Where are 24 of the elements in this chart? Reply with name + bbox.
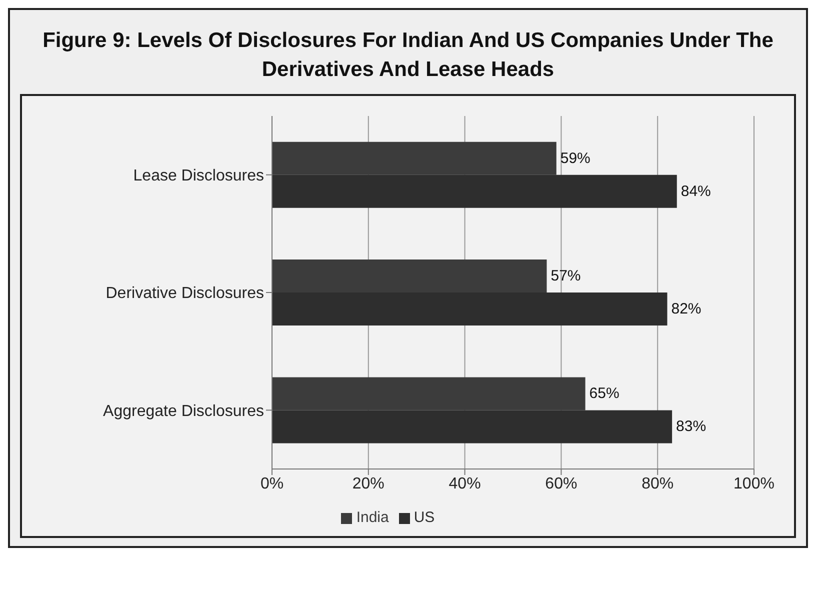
chart-title: Figure 9: Levels Of Disclosures For Indian And US Companies Under The Derivatives And Lease Heads [42, 28, 774, 83]
y-tick-label: Lease Disclosures [133, 168, 264, 185]
x-tick-label: 0% [260, 475, 284, 492]
x-tick-label: 80% [642, 475, 674, 492]
bar [272, 142, 556, 175]
data-label: 83% [676, 418, 706, 436]
data-label: 82% [671, 300, 702, 318]
x-tick-label: 100% [734, 475, 774, 492]
x-tick-label: 40% [448, 475, 481, 492]
y-tick-label: Derivative Disclosures [106, 285, 264, 302]
data-label: 84% [680, 182, 711, 200]
bar [272, 292, 668, 326]
bar [272, 260, 547, 293]
bar [272, 174, 677, 208]
bar [272, 377, 586, 410]
x-tick-label: 60% [545, 475, 578, 492]
data-label: 65% [589, 385, 620, 402]
y-tick-label: Aggregate Disclosures [103, 402, 264, 420]
data-label: 59% [560, 150, 590, 167]
data-label: 57% [550, 268, 581, 285]
bar [272, 410, 672, 444]
x-tick-label: 20% [352, 475, 384, 492]
legend-label: India [356, 509, 389, 526]
legend-label: US [414, 509, 435, 526]
